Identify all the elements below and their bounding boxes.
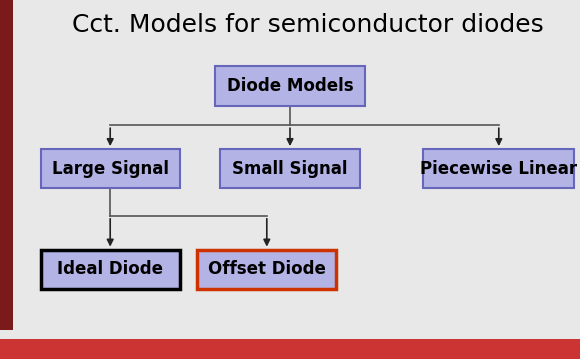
Text: Ideal Diode: Ideal Diode [57, 260, 163, 278]
FancyBboxPatch shape [41, 149, 180, 188]
Text: Diode Models: Diode Models [227, 77, 353, 95]
Text: Small Signal: Small Signal [232, 160, 348, 178]
FancyBboxPatch shape [215, 66, 365, 106]
FancyBboxPatch shape [41, 250, 180, 289]
Bar [0, 339, 580, 359]
Text: Large Signal: Large Signal [52, 160, 169, 178]
Text: Piecewise Linear: Piecewise Linear [420, 160, 577, 178]
FancyBboxPatch shape [423, 149, 574, 188]
Text: Cct. Models for semiconductor diodes: Cct. Models for semiconductor diodes [71, 13, 543, 37]
FancyBboxPatch shape [220, 149, 360, 188]
Text: Offset Diode: Offset Diode [208, 260, 326, 278]
FancyBboxPatch shape [197, 250, 336, 289]
Bar [0, 0, 13, 330]
